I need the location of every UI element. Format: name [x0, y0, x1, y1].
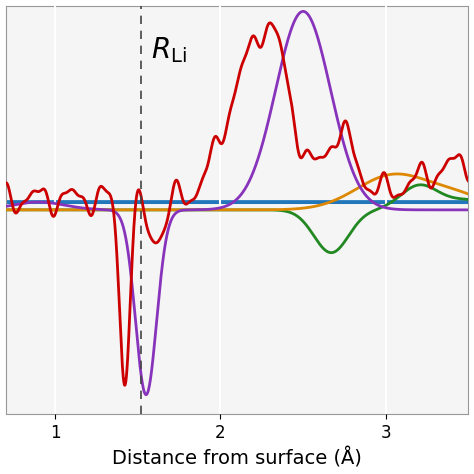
X-axis label: Distance from surface (Å): Distance from surface (Å)	[112, 447, 362, 468]
Text: $R_{\mathregular{Li}}$: $R_{\mathregular{Li}}$	[151, 35, 187, 65]
